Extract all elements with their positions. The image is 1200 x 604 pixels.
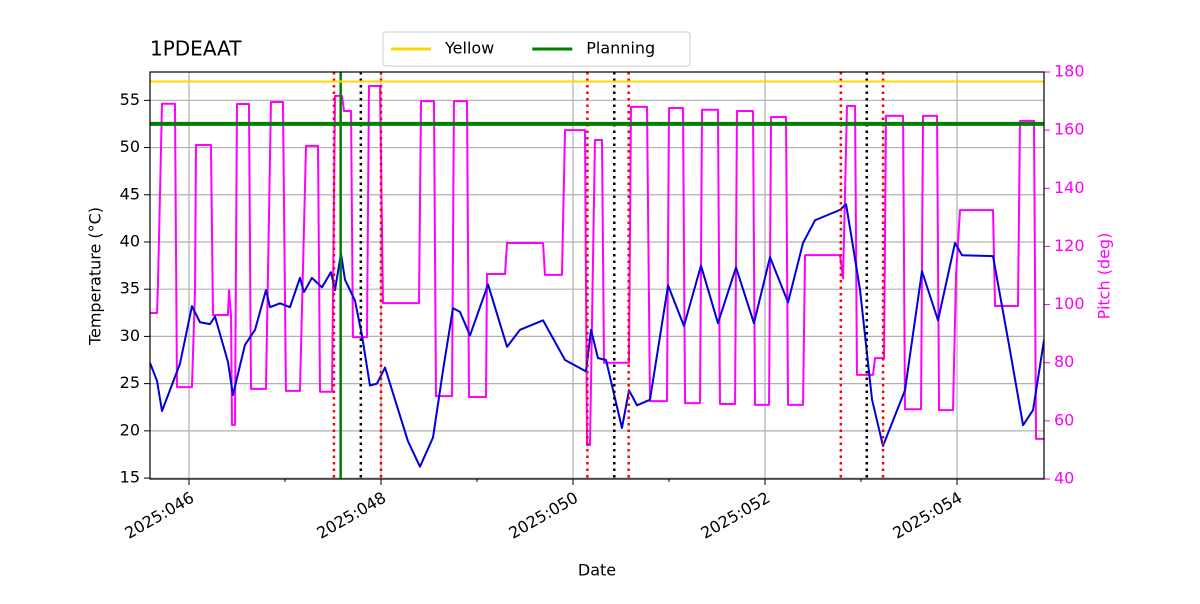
y-tick-label: 40 [120,231,140,250]
x-tick-label: 2025:046 [121,488,197,543]
x-tick-label: 2025:048 [313,488,389,543]
x-tick-label: 2025:052 [697,488,773,543]
y-tick-label: 45 [120,184,140,203]
legend-label: Yellow [444,39,494,58]
x-tick-label: 2025:054 [889,488,965,543]
y2-tick-label: 160 [1054,120,1085,139]
y-tick-label: 15 [120,468,140,487]
y-tick-label: 20 [120,420,140,439]
data-line [150,203,1044,468]
y-tick-label: 35 [120,279,140,298]
y2-tick-label: 120 [1054,236,1085,255]
x-axis-label: Date [578,561,616,580]
y-tick-label: 30 [120,326,140,345]
y-axis-label: Temperature (°C) [86,207,105,346]
x-tick-label: 2025:050 [505,488,581,543]
y2-tick-label: 100 [1054,294,1085,313]
y2-tick-label: 40 [1054,469,1074,488]
y-tick-label: 25 [120,373,140,392]
y2-axis-label: Pitch (deg) [1095,233,1114,320]
y2-tick-label: 80 [1054,352,1074,371]
data-line [150,84,1044,446]
y-tick-label: 55 [120,90,140,109]
plot-frame [149,71,1045,480]
y2-tick-label: 180 [1054,62,1085,81]
y-tick-label: 50 [120,137,140,156]
plot-area [150,72,1044,479]
legend-label: Planning [586,39,655,58]
y2-tick-label: 60 [1054,410,1074,429]
y2-tick-label: 140 [1054,178,1085,197]
chart-title: 1PDEAAT [150,37,242,61]
